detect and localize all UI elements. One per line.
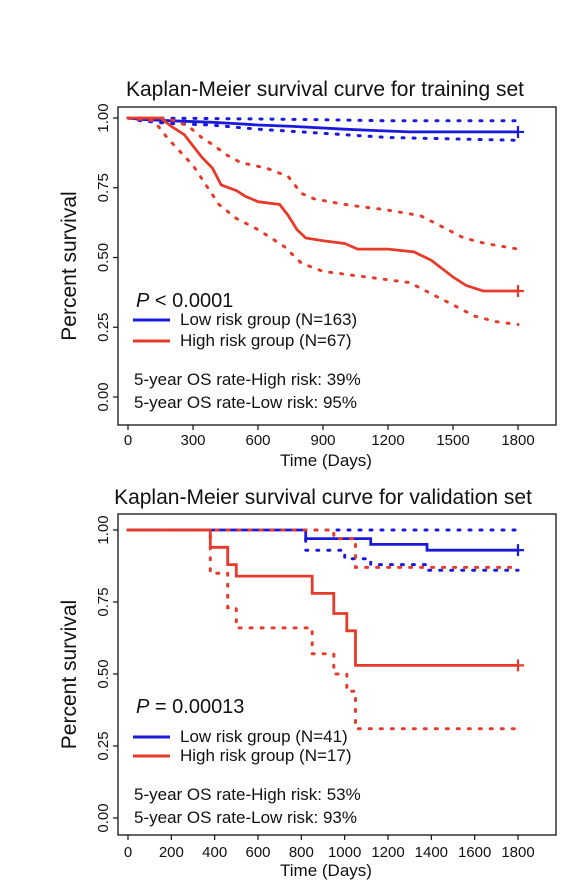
y-axis-label: Percent survival [58,191,81,340]
y-tick-label: 0.50 [95,243,112,272]
x-tick-label: 600 [245,844,270,861]
high-risk-survival-line [128,116,518,293]
high-risk-survival-line [128,528,518,667]
y-tick-label: 0.75 [95,173,112,202]
y-tick-label: 0.50 [95,659,112,688]
low-risk-lower-ci [126,528,520,572]
p-value: P = 0.00013 [136,696,244,718]
p-value: P < 0.0001 [136,290,233,312]
x-tick-label: 1500 [436,432,469,449]
legend-label: Low risk group (N=163) [180,310,357,329]
x-tick-label: 800 [289,844,314,861]
y-tick-label: 0.75 [95,587,112,616]
os-rate-note: 5-year OS rate-High risk: 53% [134,785,361,804]
os-rate-note: 5-year OS rate-Low risk: 93% [134,808,357,827]
y-tick-label: 1.00 [95,515,112,544]
p-value-number: < 0.0001 [149,290,233,312]
panel-validation: Kaplan-Meier survival curve for validati… [58,486,557,880]
x-tick-label: 1000 [328,844,361,861]
legend-label: Low risk group (N=41) [180,727,348,746]
low-risk-censor-mark [512,125,524,138]
y-axis-label: Percent survival [58,600,81,749]
low-risk-survival-line [127,116,518,134]
high-risk-censor-mark [512,659,524,672]
x-tick-label: 400 [202,844,227,861]
legend-label: High risk group (N=67) [180,331,352,350]
y-tick-label: 0.25 [95,731,112,760]
x-tick-label: 1800 [501,844,534,861]
os-rate-note: 5-year OS rate-Low risk: 95% [134,393,357,412]
low-risk-survival-line [128,528,518,552]
low-risk-censor-mark [512,544,524,557]
x-tick-label: 1600 [458,844,491,861]
p-value-symbol: P [136,290,150,312]
x-tick-label: 600 [245,432,270,449]
y-tick-label: 1.00 [95,103,112,132]
y-tick-label: 0.00 [95,382,112,411]
x-axis-label: Time (Days) [280,861,372,880]
x-tick-label: 0 [124,844,132,861]
p-value-symbol: P [136,696,150,718]
chart-title: Kaplan-Meier survival curve for validati… [114,486,532,509]
x-tick-label: 1200 [371,844,404,861]
high-risk-upper-ci [126,116,520,251]
high-risk-lower-ci [126,116,520,326]
high-risk-upper-ci [126,528,520,569]
chart-title: Kaplan-Meier survival curve for training… [126,78,524,101]
p-value-number: = 0.00013 [149,696,244,718]
x-axis-label: Time (Days) [280,451,372,470]
plot-frame [117,106,557,426]
panel-training: Kaplan-Meier survival curve for training… [58,78,557,470]
legend-label: High risk group (N=17) [180,746,352,765]
y-tick-label: 0.25 [95,313,112,342]
x-tick-label: 1400 [415,844,448,861]
x-tick-label: 1200 [371,432,404,449]
x-tick-label: 300 [180,432,205,449]
high-risk-censor-mark [512,284,524,297]
x-tick-label: 1800 [501,432,534,449]
os-rate-note: 5-year OS rate-High risk: 39% [134,370,361,389]
x-tick-label: 0 [124,432,132,449]
x-tick-label: 200 [159,844,184,861]
high-risk-lower-ci [126,528,520,731]
x-tick-label: 900 [310,432,335,449]
y-tick-label: 0.00 [95,803,112,832]
